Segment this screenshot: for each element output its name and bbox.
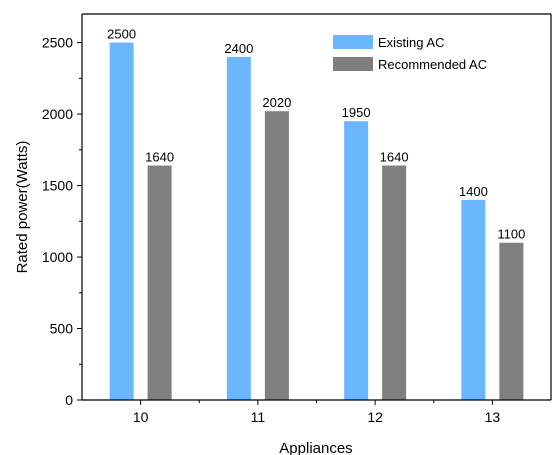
y-axis-title: Rated power(Watts) <box>14 141 31 274</box>
data-label-existing-ac-11: 2400 <box>224 41 253 56</box>
bars-layer <box>109 42 524 401</box>
data-label-recommended-ac-11: 2020 <box>262 95 291 110</box>
legend-label-existing-ac: Existing AC <box>378 35 444 50</box>
y-tick-label-500: 500 <box>50 321 74 337</box>
data-label-existing-ac-12: 1950 <box>342 105 371 120</box>
legend-swatch-recommended-ac <box>333 57 373 71</box>
bar-existing-ac-12 <box>344 121 369 400</box>
y-tick-label-1500: 1500 <box>42 178 73 194</box>
x-tick-label-13: 13 <box>485 409 501 425</box>
bar-existing-ac-13 <box>461 199 486 400</box>
x-ticks-layer: 10 11 12 13 <box>133 400 501 425</box>
bar-existing-ac-11 <box>226 56 251 401</box>
y-tick-label-1000: 1000 <box>42 249 73 265</box>
bar-recommended-ac-10 <box>147 165 172 400</box>
y-tick-label-2000: 2000 <box>42 106 73 122</box>
legend-swatch-existing-ac <box>333 35 373 49</box>
x-tick-label-10: 10 <box>133 409 149 425</box>
x-tick-label-11: 11 <box>251 409 266 425</box>
y-tick-label-0: 0 <box>65 392 73 408</box>
data-label-recommended-ac-12: 1640 <box>380 150 409 165</box>
y-ticks-layer: 0 500 1000 1500 2000 2500 <box>42 35 82 408</box>
x-axis-title: Appliances <box>279 440 352 455</box>
data-label-existing-ac-10: 2500 <box>107 27 136 42</box>
data-label-existing-ac-13: 1400 <box>459 184 488 199</box>
data-label-recommended-ac-13: 1100 <box>497 227 525 242</box>
data-label-recommended-ac-10: 1640 <box>145 150 174 165</box>
legend-label-recommended-ac: Recommended AC <box>378 57 487 72</box>
bar-recommended-ac-11 <box>264 111 289 400</box>
legend: Existing AC Recommended AC <box>333 35 487 72</box>
y-tick-label-2500: 2500 <box>42 35 73 51</box>
bar-recommended-ac-13 <box>499 242 524 400</box>
data-labels-layer: 2500 1640 2400 2020 1950 1640 1400 1100 <box>107 27 525 242</box>
x-tick-label-12: 12 <box>367 409 383 425</box>
bar-recommended-ac-12 <box>382 165 407 400</box>
bar-existing-ac-10 <box>109 42 134 401</box>
